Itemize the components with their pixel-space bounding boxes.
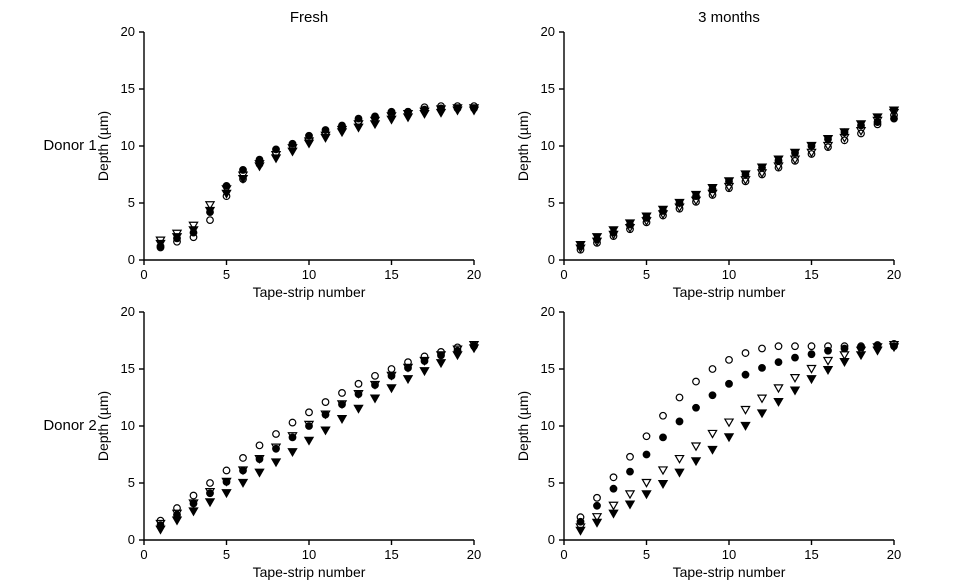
x-tick-label: 20: [887, 547, 901, 562]
y-tick-label: 10: [541, 418, 555, 433]
x-tick-label: 10: [302, 267, 316, 282]
y-tick-label: 15: [121, 81, 135, 96]
x-axis-label: Tape-strip number: [673, 284, 786, 300]
y-tick-label: 10: [121, 138, 135, 153]
y-tick-label: 15: [541, 81, 555, 96]
marker-circle-icon: [759, 365, 766, 372]
row-label: Donor 1: [43, 137, 96, 154]
x-tick-label: 5: [643, 267, 650, 282]
y-tick-label: 0: [128, 532, 135, 547]
marker-circle-icon: [709, 392, 716, 399]
x-tick-label: 0: [560, 267, 567, 282]
y-tick-label: 15: [541, 361, 555, 376]
marker-circle-icon: [594, 503, 601, 510]
marker-circle-icon: [792, 354, 799, 361]
y-tick-label: 0: [548, 252, 555, 267]
marker-circle-icon: [775, 359, 782, 366]
x-axis-label: Tape-strip number: [673, 564, 786, 580]
x-tick-label: 10: [722, 267, 736, 282]
x-tick-label: 10: [302, 547, 316, 562]
marker-circle-icon: [693, 404, 700, 411]
column-title: 3 months: [698, 9, 760, 26]
x-tick-label: 5: [643, 547, 650, 562]
marker-circle-icon: [643, 451, 650, 458]
marker-circle-icon: [610, 485, 617, 492]
y-tick-label: 20: [541, 304, 555, 319]
x-tick-label: 5: [223, 267, 230, 282]
y-tick-label: 15: [121, 361, 135, 376]
y-tick-label: 20: [121, 24, 135, 39]
x-tick-label: 0: [560, 547, 567, 562]
x-axis-label: Tape-strip number: [253, 284, 366, 300]
x-tick-label: 10: [722, 547, 736, 562]
y-tick-label: 10: [121, 418, 135, 433]
marker-circle-icon: [742, 371, 749, 378]
y-tick-label: 0: [128, 252, 135, 267]
marker-circle-icon: [726, 381, 733, 388]
y-tick-label: 5: [128, 475, 135, 490]
marker-circle-icon: [808, 351, 815, 358]
figure-container: Fresh 3 months Donor 1 Donor 2 0 5 10 15 20 0 5 10 1…: [0, 0, 960, 583]
x-tick-label: 15: [804, 267, 818, 282]
x-tick-label: 15: [804, 547, 818, 562]
y-axis-label: Depth (µm): [95, 391, 111, 461]
x-tick-label: 20: [467, 267, 481, 282]
x-tick-label: 20: [467, 547, 481, 562]
x-tick-label: 15: [384, 267, 398, 282]
y-axis-label: Depth (µm): [95, 111, 111, 181]
y-tick-label: 5: [548, 475, 555, 490]
x-tick-label: 15: [384, 547, 398, 562]
y-tick-label: 20: [541, 24, 555, 39]
x-tick-label: 20: [887, 267, 901, 282]
y-tick-label: 20: [121, 304, 135, 319]
y-tick-label: 0: [548, 532, 555, 547]
marker-circle-icon: [660, 434, 667, 441]
y-tick-label: 5: [548, 195, 555, 210]
x-tick-label: 0: [140, 547, 147, 562]
y-axis-label: Depth (µm): [515, 391, 531, 461]
y-tick-label: 10: [541, 138, 555, 153]
x-tick-label: 5: [223, 547, 230, 562]
x-tick-label: 0: [140, 267, 147, 282]
y-tick-label: 5: [128, 195, 135, 210]
column-title: Fresh: [290, 9, 328, 26]
x-axis-label: Tape-strip number: [253, 564, 366, 580]
y-axis-label: Depth (µm): [515, 111, 531, 181]
marker-circle-icon: [676, 418, 683, 425]
marker-circle-icon: [627, 468, 634, 475]
row-label: Donor 2: [43, 417, 96, 434]
